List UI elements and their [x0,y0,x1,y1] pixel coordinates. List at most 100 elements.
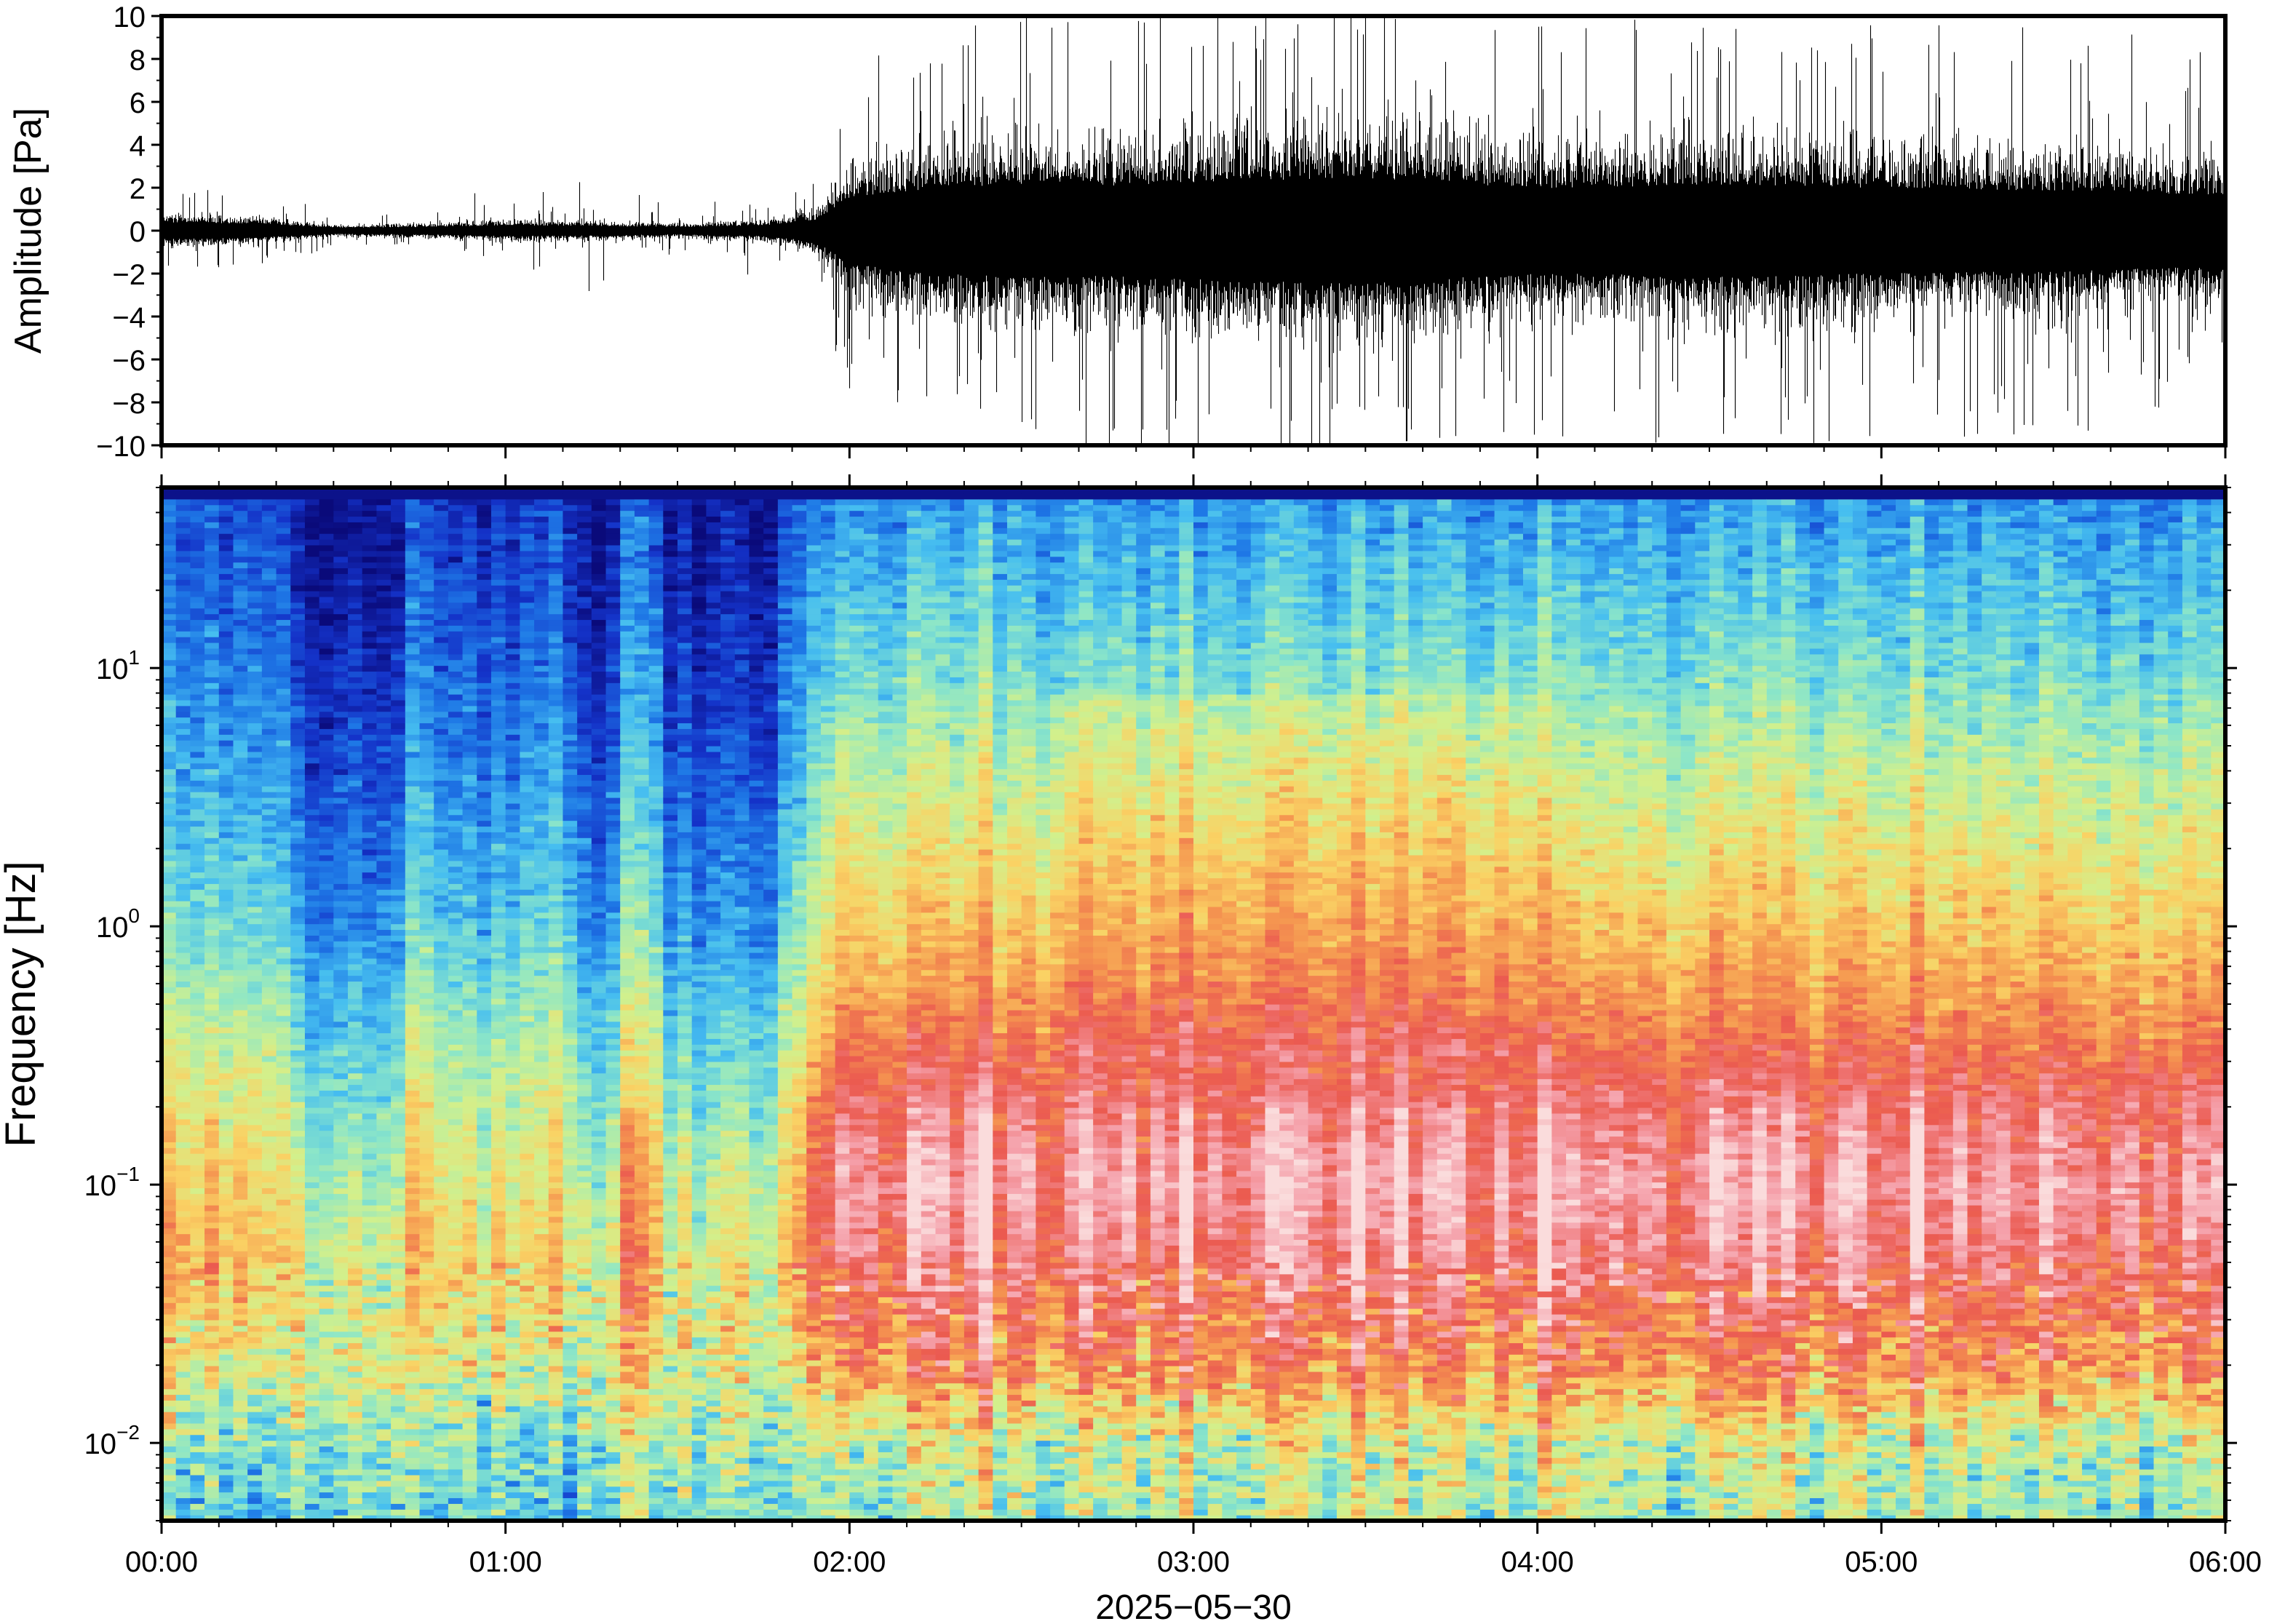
spectrogram-cell [204,981,220,987]
spectrogram-cell [290,751,306,758]
spectrogram-cell [162,1457,177,1464]
spectrogram-cell [233,1078,248,1086]
spectrogram-cell [247,1124,263,1131]
spectrogram-cell [505,797,520,804]
spectrogram-cell [204,1084,220,1091]
spectrogram-cell [376,1102,392,1108]
spectrogram-cell [290,1331,306,1338]
spectrogram-cell [376,1096,392,1102]
spectrogram-cell [405,1102,421,1108]
spectrogram-cell [490,1072,506,1080]
spectrogram-cell [405,1015,421,1022]
spectrogram-cell [204,832,220,838]
spectrogram-cell [162,1279,177,1286]
spectrogram-cell [348,803,363,810]
spectrogram-cell [434,877,449,884]
spectrogram-cell [520,1262,535,1269]
spectrogram-cell [376,1211,392,1217]
spectrogram-cell [520,1136,535,1142]
spectrogram-cell [162,792,177,798]
spectrogram-cell [534,935,549,942]
spectrogram-cell [362,843,378,850]
spectrogram-cell [218,774,234,781]
spectrogram-cell [162,935,177,942]
spectrogram-cell [462,1136,477,1142]
spectrogram-cell [462,493,477,500]
spectrogram-cell [333,1187,349,1194]
spectrogram-cell [175,803,191,810]
spectrogram-cell [319,1216,334,1223]
spectrogram-cell [448,1371,464,1378]
spectrogram-cell [204,1273,220,1281]
spectrogram-cell [391,1216,406,1223]
spectrogram-cell [261,602,277,609]
spectrogram-cell [218,659,234,666]
spectrogram-cell [218,854,234,861]
spectrogram-cell [304,1469,320,1476]
spectrogram-cell [333,498,349,506]
spectrogram-cell [290,591,306,597]
spectrogram-cell [490,1153,506,1160]
spectrogram-cell [534,694,549,701]
spectrogram-cell [276,987,291,993]
spectrogram-cell [462,1308,477,1315]
spectrogram-cell [477,1205,492,1211]
spectrogram-cell [348,941,363,947]
spectrogram-cell [362,1480,378,1487]
spectrogram-cell [477,677,492,683]
spectrogram-cell [405,1142,421,1148]
spectrogram-cell [261,699,277,706]
spectrogram-cell [448,998,464,1005]
spectrogram-cell [391,1102,406,1108]
spectrogram-cell [304,682,320,689]
spectrogram-cell [434,1325,449,1332]
spectrogram-cell [448,1273,464,1281]
spectrogram-cell [190,1222,205,1229]
spectrogram-cell [319,1211,334,1217]
spectrogram-cell [348,757,363,764]
spectrogram-cell [376,952,392,959]
spectrogram-cell [348,659,363,666]
spectrogram-cell [175,1492,191,1499]
spectrogram-cell [477,1422,492,1430]
spectrogram-cell [362,504,378,512]
spectrogram-cell [477,923,492,931]
spectrogram-cell [534,677,549,683]
spectrogram-cell [333,619,349,626]
spectrogram-cell [190,860,205,867]
spectrogram-cell [290,854,306,861]
spectrogram-cell [233,1211,248,1217]
spectrogram-cell [419,763,434,770]
spectrogram-cell [333,728,349,735]
spectrogram-cell [247,1497,263,1504]
spectrogram-cell [290,613,306,621]
spectrogram-cell [304,1354,320,1361]
spectrogram-cell [218,952,234,959]
spectrogram-cell [490,1331,506,1338]
spectrogram-cell [190,872,205,879]
spectrogram-cell [233,1257,248,1263]
spectrogram-cell [405,717,421,724]
spectrogram-cell [362,1331,378,1338]
spectrogram-cell [391,608,406,615]
spectrogram-cell [376,1262,392,1269]
spectrogram-cell [319,711,334,718]
spectrogram-cell [333,768,349,776]
spectrogram-cell [490,544,506,552]
spectrogram-cell [204,797,220,804]
spectrogram-cell [261,1245,277,1251]
spectrogram-cell [348,837,363,844]
spectrogram-cell [261,1428,277,1436]
spectrogram-cell [490,837,506,844]
spectrogram-cell [290,912,306,919]
spectrogram-cell [376,528,392,534]
spectrogram-cell [261,1348,277,1355]
spectrogram-cell [434,929,449,936]
spectrogram-cell [261,642,277,649]
spectrogram-cell [190,1090,205,1096]
spectrogram-cell [534,522,549,528]
spectrogram-cell [290,929,306,936]
spectrogram-cell [448,740,464,747]
spectrogram-cell [448,1503,464,1510]
spectrogram-cell [448,487,464,494]
